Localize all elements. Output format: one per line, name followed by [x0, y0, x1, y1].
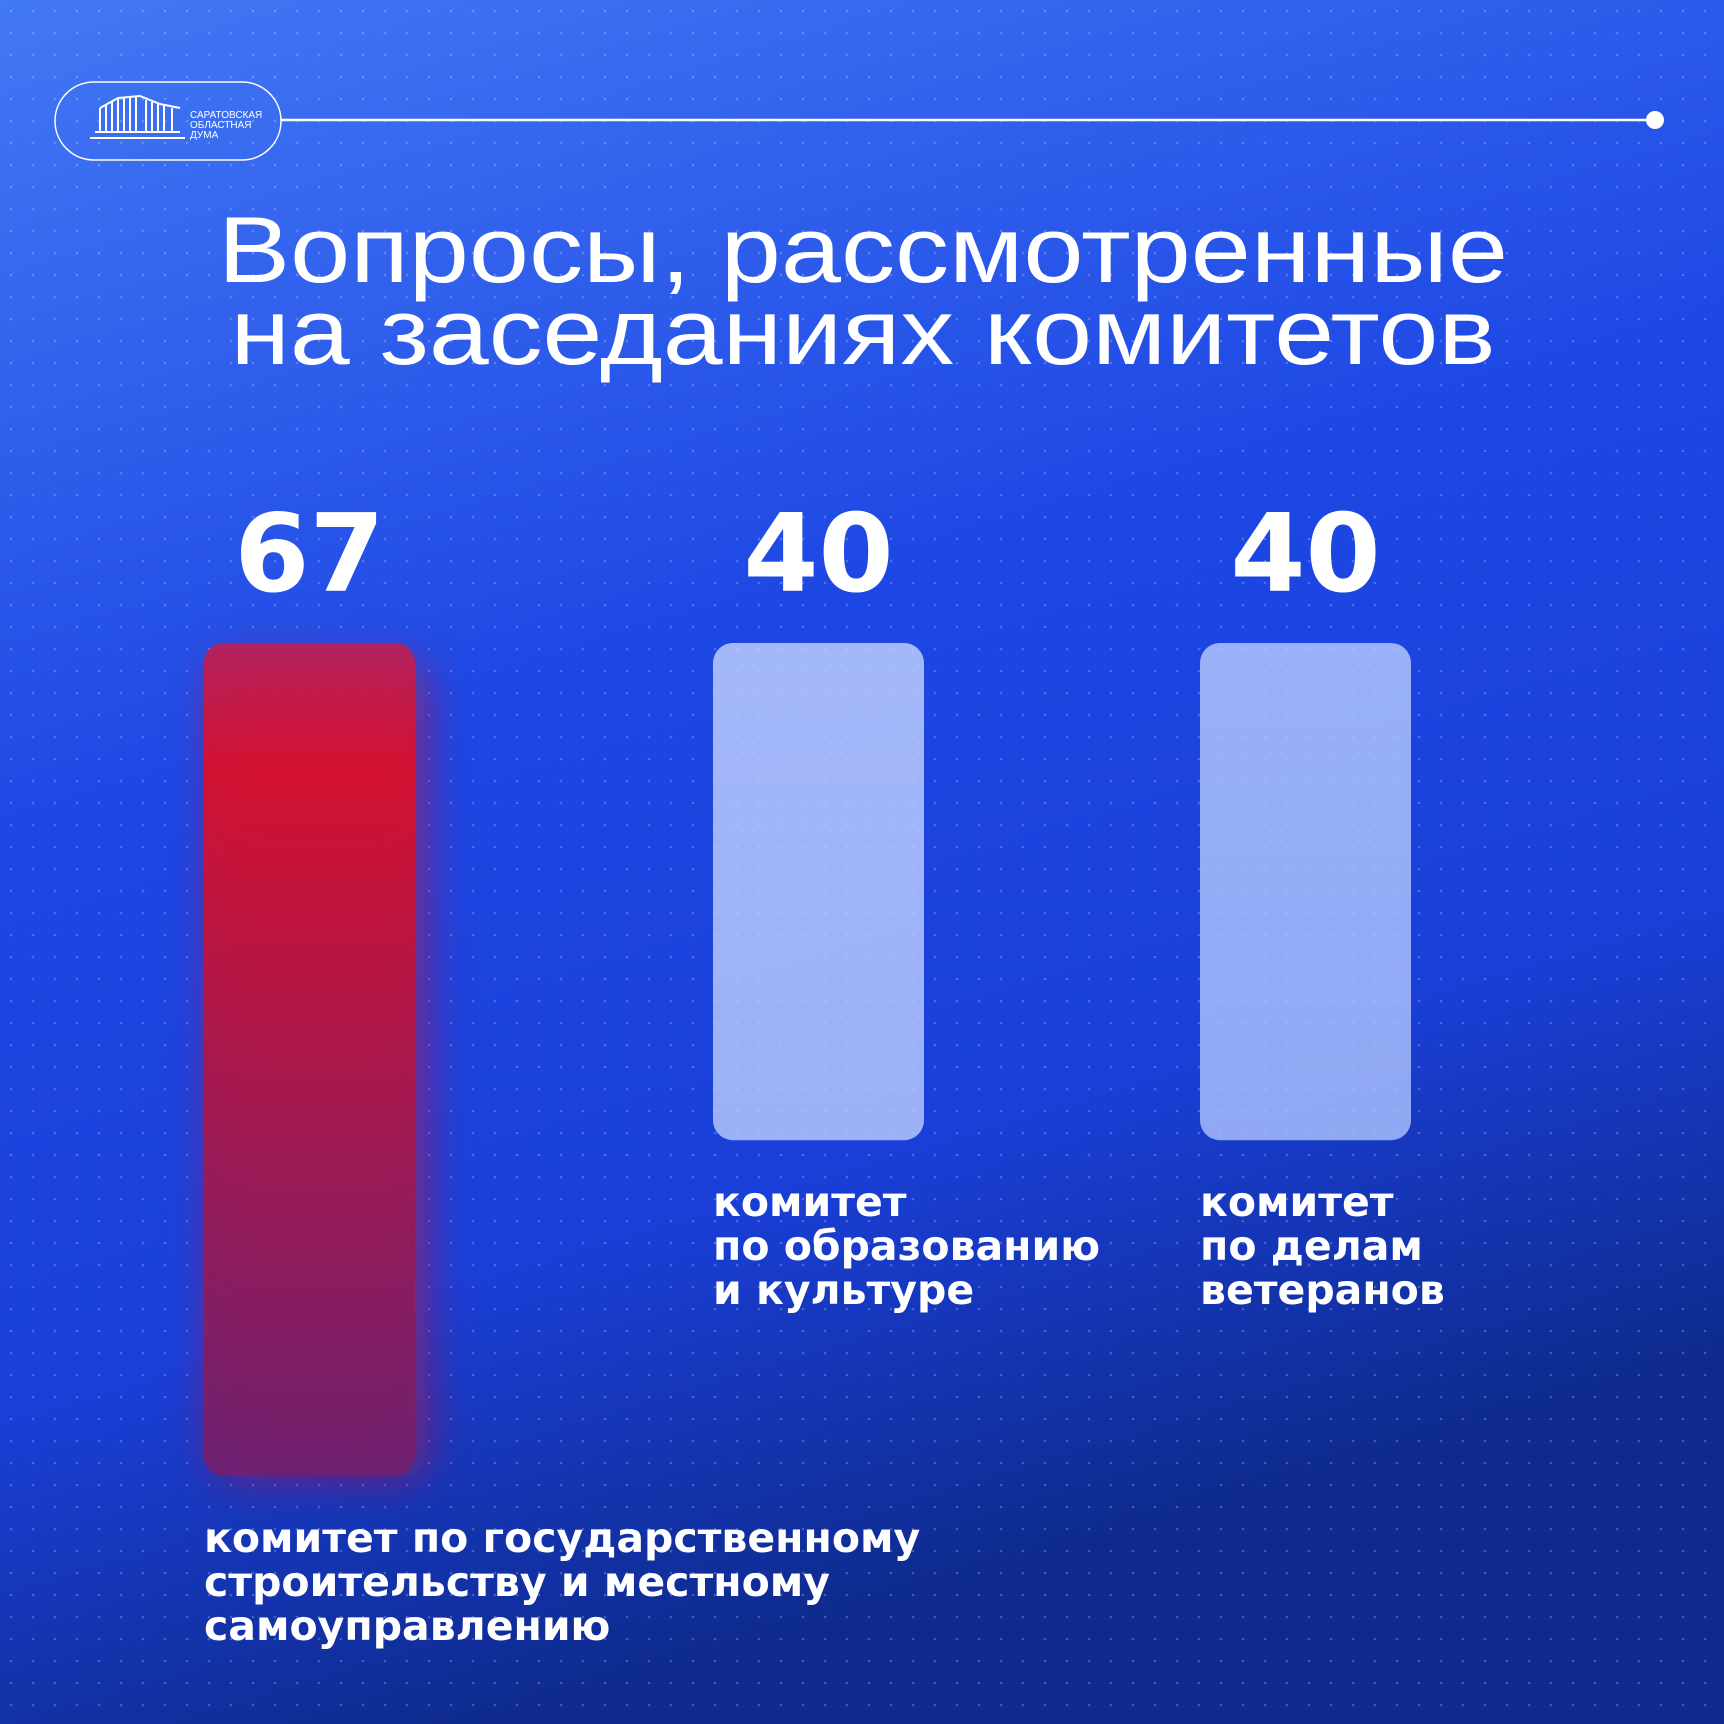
value-label: 67 — [234, 492, 384, 617]
logo-text: ДУМА — [190, 130, 219, 141]
category-label: комитет по делам ветеранов — [1200, 1178, 1445, 1315]
category-label: комитет по государственному строительств… — [204, 1513, 921, 1650]
value-label: 40 — [743, 492, 893, 617]
category-label: комитет по образованию и культуре — [713, 1178, 1101, 1315]
bar-sheen — [1200, 643, 1411, 1141]
chart-title: Вопросы, рассмотренные — [218, 197, 1508, 302]
header-dot — [1646, 111, 1664, 129]
chart-title: на заседаниях комитетов — [231, 279, 1496, 384]
logo — [54, 81, 1664, 161]
logo-text: САРАТОВСКАЯ — [190, 110, 262, 121]
bar — [204, 643, 415, 1476]
logo-icon — [90, 94, 185, 139]
bar-sheen — [713, 643, 924, 1141]
value-label: 40 — [1230, 492, 1380, 617]
logo-text: ОБЛАСТНАЯ — [190, 120, 251, 131]
